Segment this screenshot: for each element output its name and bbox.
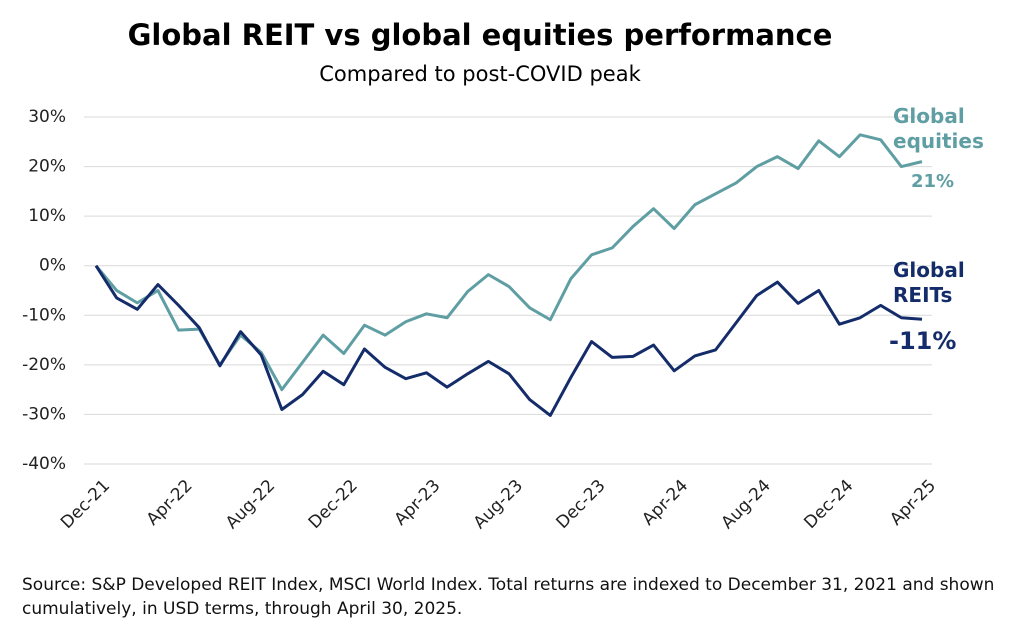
x-tick-label: Apr-22 [143,476,197,530]
series-label: Global REITs [893,258,965,307]
x-tick-label: Aug-24 [718,476,775,533]
y-tick-label: 0% [39,256,66,276]
x-tick-label: Aug-23 [470,476,527,533]
source-note: Source: S&P Developed REIT Index, MSCI W… [22,575,995,619]
y-tick-label: 10% [28,206,66,226]
x-tick-label: Dec-24 [800,476,857,533]
x-tick-label: Apr-25 [886,476,940,530]
y-tick-label: -20% [22,355,66,375]
y-tick-label: -40% [22,454,66,474]
x-tick-label: Dec-21 [57,476,114,533]
x-tick-label: Apr-24 [638,476,692,530]
end-label: -11% [889,327,957,355]
end-label: 21% [911,171,955,192]
x-tick-label: Apr-23 [391,476,445,530]
series-line [94,133,923,392]
x-tick-label: Dec-23 [553,476,610,533]
chart-title: Global REIT vs global equities performan… [127,18,833,52]
y-tick-label: -10% [22,305,66,325]
series-line [94,264,923,417]
x-tick-label: Dec-22 [305,476,362,533]
x-tick-label: Aug-22 [222,476,279,533]
y-tick-label: -30% [22,404,66,424]
series-label: Global equities [893,104,984,153]
y-tick-label: 30% [28,107,66,127]
y-tick-label: 20% [28,157,66,177]
chart-subtitle: Compared to post-COVID peak [319,62,641,86]
